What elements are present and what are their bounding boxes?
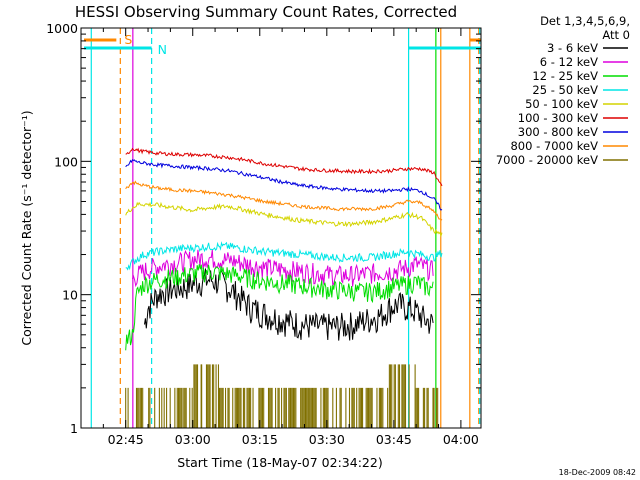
x-tick-label: 03:30	[309, 432, 345, 447]
series-6-12kev	[131, 249, 434, 288]
y-tick-label: 10	[62, 288, 78, 303]
series-line	[125, 180, 443, 221]
x-tick-label: 02:45	[108, 432, 144, 447]
series-line	[125, 241, 443, 271]
series-line	[125, 147, 443, 187]
timestamp: 18-Dec-2009 08:42	[559, 468, 636, 477]
series-300-800kev	[125, 159, 443, 211]
series-25-50kev	[125, 241, 443, 271]
plot-frame	[80, 27, 482, 429]
vertical-markers: SN	[84, 28, 481, 428]
legend-label: 6 - 12 keV	[540, 55, 598, 69]
legend-label: 300 - 800 keV	[518, 125, 598, 139]
legend-header: Det 1,3,4,5,6,9,	[540, 14, 630, 28]
y-axis-label: Corrected Count Rate (s⁻¹ detector⁻¹)	[19, 110, 34, 345]
series-line	[125, 159, 443, 211]
legend-label: 100 - 300 keV	[518, 111, 598, 125]
series-3-6kev	[144, 268, 434, 341]
series-layer	[125, 147, 443, 428]
legend-label: 50 - 100 keV	[525, 97, 598, 111]
legend-label: 3 - 6 keV	[547, 41, 598, 55]
series-7000-20000kev	[125, 364, 439, 428]
series-100-300kev	[125, 147, 443, 187]
series-12-25kev	[125, 264, 434, 351]
legend-label: 12 - 25 keV	[532, 69, 598, 83]
series-line	[131, 249, 434, 288]
y-tick-label: 1000	[46, 21, 78, 36]
saa-label: S	[124, 32, 132, 47]
series-800-7000kev	[125, 180, 443, 221]
night-label: N	[158, 42, 167, 57]
legend-header: Att 0	[602, 28, 630, 42]
y-tick-label: 100	[54, 154, 78, 169]
axes: 02:45 03:00 03:15 03:30 03:45 04:00 1 10 100 1000	[46, 21, 482, 447]
chart-title: HESSI Observing Summary Count Rates, Cor…	[75, 3, 457, 21]
legend-label: 7000 - 20000 keV	[496, 153, 598, 167]
x-axis-label: Start Time (18-May-07 02:34:22)	[177, 455, 382, 470]
legend-label: 800 - 7000 keV	[510, 139, 598, 153]
x-tick-label: 03:00	[175, 432, 211, 447]
legend-label: 25 - 50 keV	[532, 83, 598, 97]
x-tick-label: 03:15	[242, 432, 278, 447]
y-tick-label: 1	[70, 421, 78, 436]
series-line	[144, 268, 434, 341]
series-50-100kev	[125, 201, 443, 238]
x-tick-label: 03:45	[376, 432, 412, 447]
series-line	[125, 264, 434, 351]
x-tick-label: 04:00	[443, 432, 479, 447]
series-line	[125, 201, 443, 238]
